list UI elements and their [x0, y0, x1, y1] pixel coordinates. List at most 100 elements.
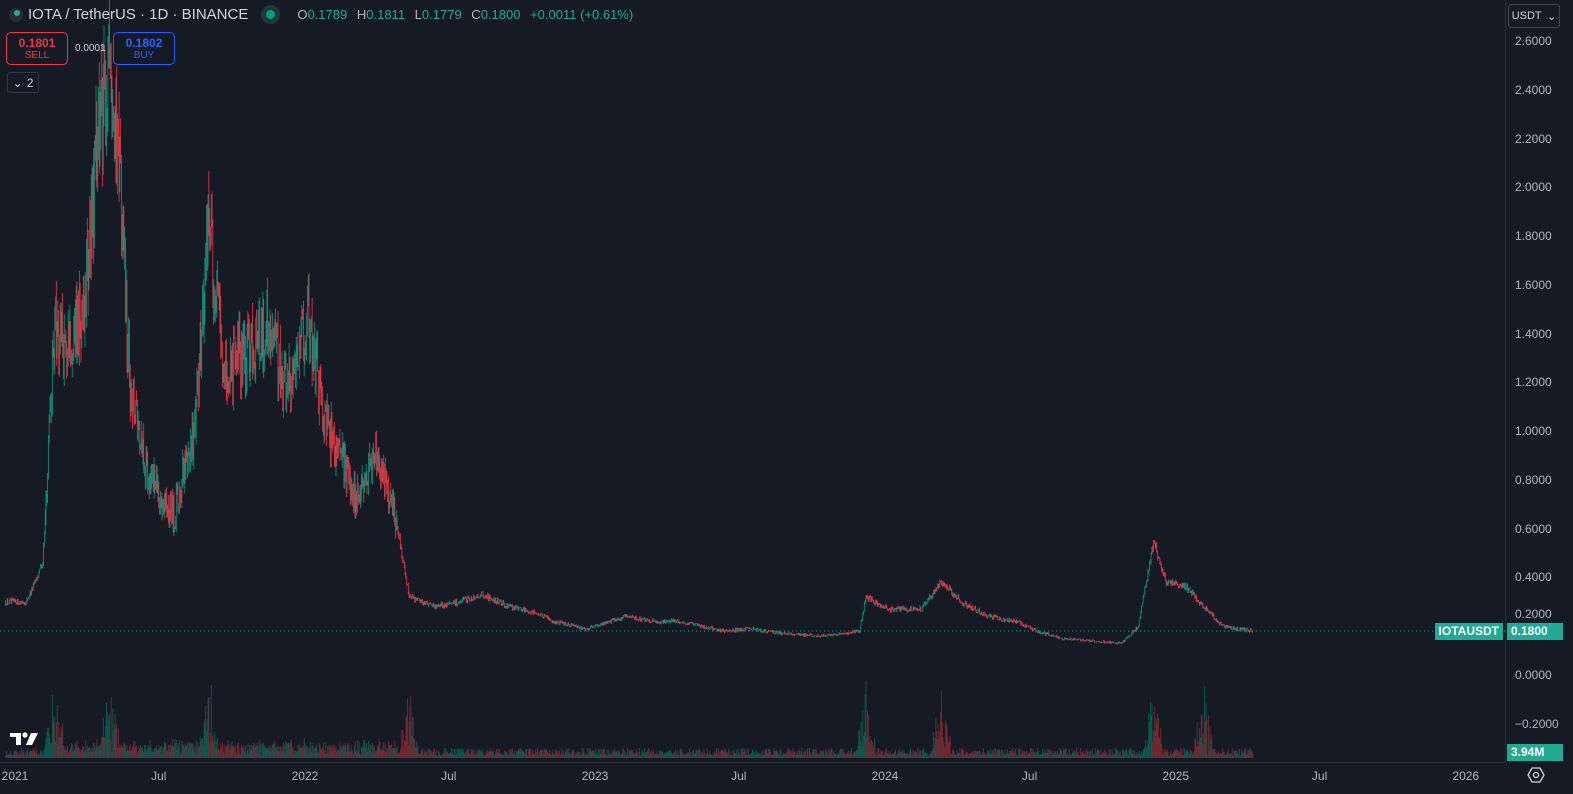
volume-bar	[913, 751, 915, 758]
volume-bar	[167, 749, 169, 758]
buy-button[interactable]: 0.1802 BUY	[113, 32, 175, 65]
volume-bar	[930, 751, 932, 758]
volume-bar	[569, 752, 571, 758]
volume-bar	[32, 750, 33, 758]
volume-bar	[796, 755, 798, 758]
volume-bar	[500, 754, 502, 758]
volume-bar	[1017, 755, 1019, 758]
volume-bar	[434, 748, 435, 758]
indicators-toggle[interactable]: ⌄ 2	[7, 72, 39, 93]
volume-bar	[481, 749, 483, 758]
volume-bar	[734, 753, 736, 758]
volume-bar	[1241, 749, 1243, 758]
volume-bar	[1201, 714, 1203, 758]
volume-bar	[662, 755, 664, 758]
volume-bar	[467, 749, 469, 758]
volume-bar	[320, 749, 322, 758]
volume-bar	[650, 750, 652, 758]
volume-bar	[558, 750, 560, 758]
volume-bar	[246, 750, 248, 758]
volume-bar	[494, 753, 496, 758]
volume-bar	[458, 748, 460, 758]
volume-bar	[951, 754, 953, 758]
volume-bar	[26, 750, 28, 758]
volume-bar	[113, 723, 115, 758]
currency-select[interactable]: USDT ⌄	[1508, 4, 1560, 28]
settings-icon[interactable]	[1527, 766, 1545, 784]
volume-bar	[912, 749, 914, 758]
volume-bar	[1022, 753, 1024, 758]
volume-bar	[1127, 754, 1129, 758]
tradingview-logo-icon[interactable]	[10, 731, 40, 747]
volume-bar	[956, 755, 957, 758]
volume-bar	[504, 750, 505, 758]
volume-bar	[341, 749, 343, 758]
volume-bar	[581, 754, 582, 758]
volume-bar	[1099, 755, 1101, 758]
volume-bar	[181, 740, 183, 758]
volume-bar	[797, 754, 799, 758]
volume-bar	[554, 754, 555, 758]
volume-bar	[596, 754, 598, 758]
volume-bar	[680, 749, 682, 758]
volume-bar	[587, 748, 589, 758]
volume-bar	[461, 749, 463, 758]
volume-bar	[515, 755, 517, 758]
volume-bar	[380, 749, 381, 758]
volume-bar	[314, 748, 316, 758]
volume-bar	[95, 747, 97, 758]
volume-bar	[630, 749, 632, 758]
volume-bar	[651, 755, 653, 758]
volume-bar	[545, 749, 547, 758]
volume-bar	[448, 754, 450, 758]
volume-bar	[1208, 750, 1210, 758]
volume-bar	[894, 752, 896, 758]
volume-bar	[579, 751, 581, 758]
volume-bar	[522, 751, 524, 758]
volume-bar	[785, 754, 787, 758]
volume-bar	[20, 754, 22, 758]
volume-bar	[735, 752, 737, 758]
volume-bar	[1071, 754, 1073, 758]
volume-bar	[638, 755, 640, 758]
sell-button[interactable]: 0.1801 SELL	[6, 32, 68, 65]
volume-bar	[766, 748, 768, 758]
volume-bar	[507, 753, 509, 758]
volume-bar	[1223, 751, 1225, 758]
volume-bar	[948, 740, 950, 758]
price-axis[interactable]: 2.6000 2.4000 2.2000 2.0000 1.8000 1.6000 1.40…	[1505, 0, 1573, 762]
volume-bar	[337, 750, 339, 758]
volume-bar	[958, 752, 960, 758]
price-chart[interactable]	[0, 0, 1505, 762]
volume-bar	[349, 751, 351, 758]
volume-bar	[306, 747, 308, 758]
volume-bar	[406, 715, 408, 758]
volume-bar	[1211, 749, 1213, 758]
volume-bar	[452, 748, 454, 758]
volume-bar	[914, 750, 916, 758]
volume-bar	[541, 748, 543, 758]
volume-bar	[42, 755, 44, 758]
volume-bar	[923, 749, 925, 758]
symbol-title[interactable]: IOTA / TetherUS · 1D · BINANCE	[28, 6, 249, 23]
sell-price: 0.1801	[18, 36, 56, 50]
price-tick: 1.8000	[1515, 229, 1552, 244]
volume-bar	[1218, 751, 1220, 758]
volume-bar	[19, 751, 21, 758]
volume-bar	[27, 748, 29, 758]
volume-bar	[1044, 749, 1046, 758]
volume-bar	[521, 748, 523, 758]
time-axis[interactable]: 2021 Jul 2022 Jul 2023 Jul 2024 Jul 2025 Jul 2026	[0, 762, 1505, 794]
volume-bar	[295, 750, 296, 758]
volume-bar	[937, 739, 938, 758]
volume-bar	[575, 752, 577, 758]
volume-bar	[413, 738, 415, 758]
volume-bar	[720, 751, 722, 758]
volume-bar	[299, 743, 300, 758]
volume-bar	[612, 752, 613, 758]
volume-bar	[40, 751, 42, 758]
volume-bar	[375, 750, 377, 758]
volume-bar	[60, 727, 62, 758]
volume-bar	[457, 749, 459, 758]
volume-bar	[1121, 755, 1123, 758]
